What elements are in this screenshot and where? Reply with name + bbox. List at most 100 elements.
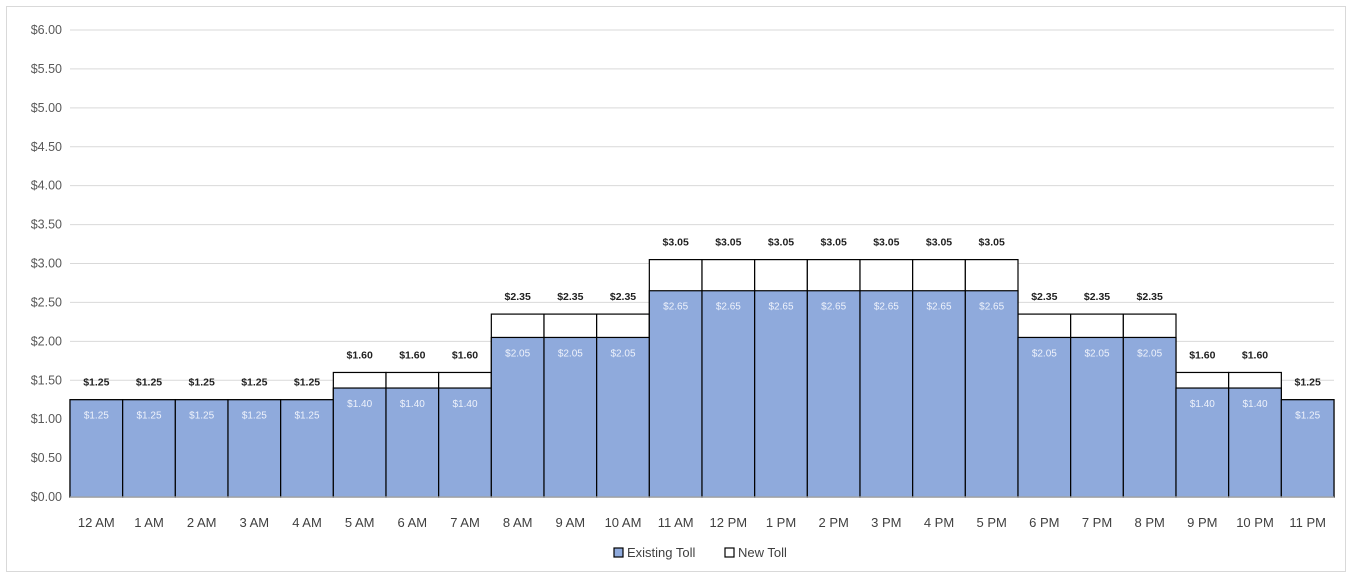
y-tick-label: $5.50	[31, 62, 62, 76]
new-toll-data-label: $2.35	[610, 291, 636, 303]
x-tick-label: 1 AM	[134, 515, 164, 530]
existing-toll-bar	[1070, 336, 1124, 498]
existing-toll-bar	[69, 399, 124, 498]
new-toll-data-label: $1.60	[399, 349, 425, 361]
existing-toll-data-label: $1.25	[189, 411, 214, 422]
existing-toll-data-label: $2.05	[1137, 348, 1162, 359]
new-toll-data-label: $3.05	[663, 237, 689, 249]
legend-label: Existing Toll	[627, 545, 696, 560]
existing-toll-data-label: $2.65	[979, 302, 1004, 313]
new-toll-data-label: $3.05	[821, 237, 847, 249]
existing-toll-bar	[385, 387, 440, 498]
existing-toll-data-label: $1.40	[400, 399, 425, 410]
existing-toll-data-label: $2.05	[505, 348, 530, 359]
existing-toll-bar	[859, 290, 914, 498]
x-tick-label: 7 AM	[450, 515, 480, 530]
existing-toll-data-label: $2.05	[558, 348, 583, 359]
x-tick-label: 12 AM	[78, 515, 115, 530]
existing-toll-data-label: $2.05	[610, 348, 635, 359]
y-tick-label: $0.00	[31, 490, 62, 504]
x-tick-label: 6 AM	[398, 515, 428, 530]
new-toll-data-label: $1.25	[83, 377, 109, 389]
existing-toll-bar	[122, 399, 176, 498]
new-toll-data-label: $1.60	[347, 349, 373, 361]
x-tick-label: 6 PM	[1029, 515, 1059, 530]
existing-toll-bar	[1122, 336, 1177, 498]
x-tick-label: 1 PM	[766, 515, 796, 530]
new-toll-data-label: $1.25	[241, 377, 267, 389]
x-tick-label: 8 AM	[503, 515, 533, 530]
existing-toll-data-label: $1.40	[347, 399, 372, 410]
existing-toll-data-label: $2.65	[768, 302, 793, 313]
x-tick-label: 4 PM	[924, 515, 954, 530]
x-tick-label: 2 AM	[187, 515, 217, 530]
existing-toll-data-label: $2.65	[926, 302, 951, 313]
existing-toll-bar	[1228, 387, 1282, 498]
existing-toll-bar	[596, 336, 650, 498]
new-toll-data-label: $2.35	[1084, 291, 1110, 303]
new-toll-data-label: $2.35	[1137, 291, 1163, 303]
x-tick-label: 5 PM	[976, 515, 1006, 530]
y-tick-label: $0.50	[31, 451, 62, 465]
new-toll-data-label: $3.05	[768, 237, 794, 249]
new-toll-data-label: $2.35	[505, 291, 531, 303]
x-tick-label: 5 AM	[345, 515, 375, 530]
existing-toll-data-label: $1.25	[136, 411, 161, 422]
x-tick-label: 10 PM	[1236, 515, 1274, 530]
new-toll-data-label: $3.05	[715, 237, 741, 249]
new-toll-data-label: $1.60	[1189, 349, 1215, 361]
existing-toll-bar	[490, 336, 545, 498]
existing-toll-data-label: $1.40	[1190, 399, 1215, 410]
existing-toll-bar	[912, 290, 966, 498]
existing-toll-bar	[648, 290, 703, 498]
new-toll-data-label: $1.25	[294, 377, 320, 389]
x-tick-label: 11 PM	[1289, 515, 1326, 530]
new-toll-data-label: $3.05	[979, 237, 1005, 249]
y-tick-label: $2.00	[31, 334, 62, 348]
existing-toll-data-label: $1.40	[452, 399, 477, 410]
x-tick-label: 10 AM	[605, 515, 642, 530]
existing-toll-data-label: $1.40	[1242, 399, 1267, 410]
existing-toll-bar	[701, 290, 756, 498]
new-toll-data-label: $2.35	[557, 291, 583, 303]
x-tick-label: 12 PM	[710, 515, 748, 530]
existing-toll-bar	[964, 290, 1019, 498]
y-tick-label: $4.50	[31, 140, 62, 154]
x-tick-label: 7 PM	[1082, 515, 1112, 530]
new-toll-data-label: $3.05	[873, 237, 899, 249]
y-tick-label: $3.00	[31, 257, 62, 271]
new-toll-data-label: $1.25	[136, 377, 162, 389]
existing-toll-data-label: $2.05	[1032, 348, 1057, 359]
x-tick-label: 11 AM	[658, 515, 694, 530]
existing-toll-data-label: $2.65	[716, 302, 741, 313]
x-tick-label: 9 PM	[1187, 515, 1217, 530]
existing-toll-data-label: $2.65	[663, 302, 688, 313]
y-tick-label: $2.50	[31, 295, 62, 309]
y-tick-label: $1.50	[31, 373, 62, 387]
new-toll-data-label: $2.35	[1031, 291, 1057, 303]
existing-toll-data-label: $2.65	[821, 302, 846, 313]
existing-toll-bar	[1017, 336, 1072, 498]
legend-swatch	[724, 547, 735, 558]
new-toll-data-label: $1.60	[452, 349, 478, 361]
existing-toll-bar	[543, 336, 598, 498]
x-tick-label: 2 PM	[818, 515, 848, 530]
new-toll-data-label: $1.25	[1295, 377, 1321, 389]
y-tick-label: $3.50	[31, 218, 62, 232]
x-tick-label: 3 PM	[871, 515, 901, 530]
existing-toll-data-label: $2.65	[874, 302, 899, 313]
existing-toll-bar	[1280, 399, 1335, 498]
x-tick-label: 3 AM	[240, 515, 270, 530]
y-tick-label: $1.00	[31, 412, 62, 426]
y-tick-label: $6.00	[31, 23, 62, 37]
legend-label: New Toll	[738, 545, 787, 560]
x-tick-label: 9 AM	[556, 515, 586, 530]
existing-toll-bar	[806, 290, 861, 498]
existing-toll-bar	[754, 290, 808, 498]
existing-toll-data-label: $1.25	[242, 411, 267, 422]
new-toll-data-label: $1.60	[1242, 349, 1268, 361]
existing-toll-data-label: $1.25	[294, 411, 319, 422]
existing-toll-data-label: $2.05	[1084, 348, 1109, 359]
y-tick-label: $4.00	[31, 179, 62, 193]
